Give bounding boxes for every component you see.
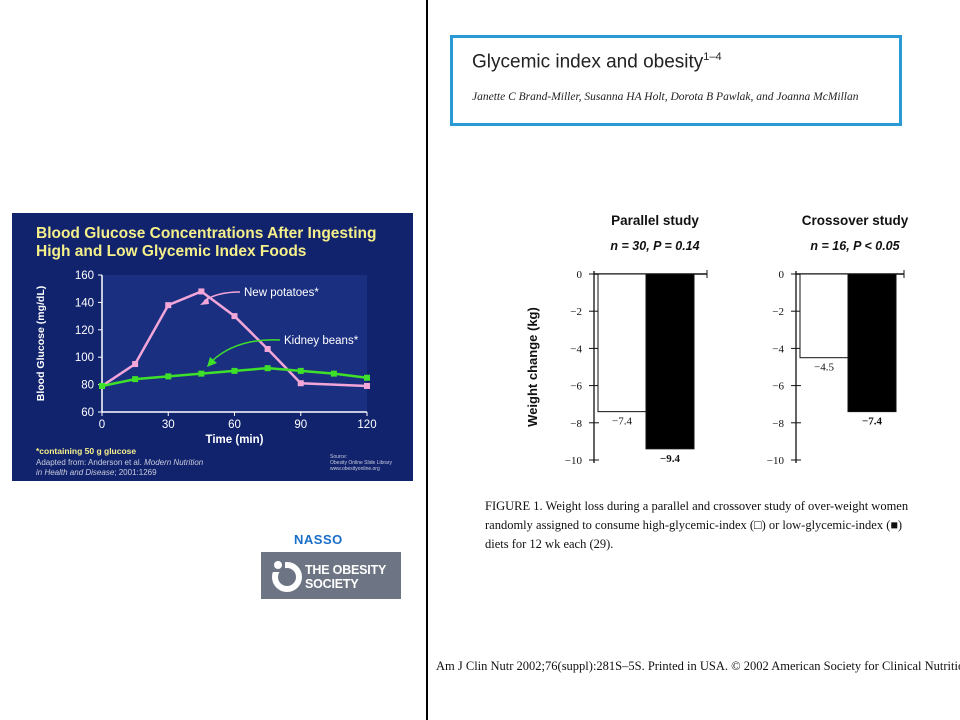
- obesity-society-mark-icon: [272, 560, 302, 592]
- x-tick-label: 0: [99, 419, 105, 431]
- data-point: [231, 313, 238, 320]
- series-line-new-potatoes: [101, 290, 368, 388]
- potatoes-arrowhead: [200, 297, 209, 305]
- data-point: [198, 370, 205, 377]
- glucose-line-chart: 60 80 100 120 140 160 0 30 60 90 120 Time (min) Bloo…: [35, 270, 377, 446]
- crossover-y-tick-label: 0: [779, 269, 785, 281]
- crossover-title: Crossover study: [802, 213, 909, 228]
- data-point: [198, 288, 205, 295]
- nasso-label: NASSO: [294, 532, 343, 547]
- crossover-y-tick-label: −8: [772, 418, 784, 430]
- data-point: [264, 345, 271, 352]
- data-point: [231, 367, 238, 374]
- data-point: [132, 361, 139, 368]
- figure-caption: FIGURE 1. Weight loss during a parallel …: [485, 499, 909, 551]
- beans-label-group: Kidney beans*: [207, 335, 359, 367]
- series-label-new-potatoes: New potatoes*: [244, 287, 319, 299]
- beans-arrowhead: [207, 357, 217, 367]
- crossover-value-label: −7.4: [862, 416, 883, 428]
- parallel-y-tick-label: −4: [570, 343, 582, 355]
- data-point: [132, 376, 139, 383]
- slide-adapted-line2: in Health and Disease; 2001:1269: [36, 468, 157, 477]
- parallel-y-tick-label: 0: [577, 269, 583, 281]
- crossover-bar-high-gi: [799, 273, 849, 359]
- y-tick-label: 60: [81, 407, 94, 419]
- y-tick-label: 140: [75, 297, 94, 309]
- data-point: [165, 373, 172, 380]
- y-tick-label: 160: [75, 270, 94, 282]
- x-tick-label: 30: [162, 419, 175, 431]
- y-axis-label: Blood Glucose (mg/dL): [35, 286, 47, 402]
- article-authors: Janette C Brand-Miller, Susanna HA Holt,…: [472, 91, 859, 103]
- potatoes-label-group: New potatoes*: [200, 287, 319, 305]
- article-header: Glycemic index and obesity1–4 Janette C …: [450, 35, 902, 126]
- series-label-kidney-beans: Kidney beans*: [284, 335, 359, 347]
- beans-arrow: [211, 339, 281, 362]
- journal-citation: Am J Clin Nutr 2002;76(suppl):281S–5S. P…: [436, 659, 960, 673]
- parallel-bar-high-gi: [597, 273, 647, 413]
- weight-change-bar-charts: Parallel study n = 30, P = 0.14 0 −2 −4 −6 −8 −…: [525, 213, 909, 467]
- crossover-y-tick-label: −4: [772, 343, 784, 355]
- crossover-subtitle: n = 16, P < 0.05: [810, 239, 900, 253]
- parallel-y-tick-label: −10: [565, 455, 583, 467]
- x-axis-label: Time (min): [206, 434, 264, 446]
- glucose-slide: Blood Glucose Concentrations After Inges…: [12, 213, 413, 481]
- x-tick-label: 60: [228, 419, 241, 431]
- data-point: [330, 370, 337, 377]
- data-point: [364, 374, 370, 381]
- y-tick-label: 120: [75, 325, 94, 337]
- crossover-y-tick-label: −6: [772, 381, 784, 393]
- slide-footnote: *containing 50 g glucose: [36, 446, 137, 456]
- parallel-y-tick-label: −2: [570, 306, 582, 318]
- obesity-society-logo: THE OBESITY SOCIETY: [261, 552, 401, 599]
- logo-line2: SOCIETY: [305, 577, 359, 591]
- slide-title-line2: High and Low Glycemic Index Foods: [36, 243, 307, 260]
- slide-adapted-line1: Adapted from: Anderson et al. Modern Nut…: [36, 458, 204, 467]
- y-tick-label: 100: [75, 352, 94, 364]
- y-tick-label: 80: [81, 380, 94, 392]
- slide-source: Source: Obesity Online Slide Library www.o…: [330, 454, 392, 472]
- parallel-title: Parallel study: [611, 213, 699, 228]
- crossover-y-tick-label: −2: [772, 306, 784, 318]
- data-point: [165, 302, 172, 309]
- article-title: Glycemic index and obesity1–4: [472, 51, 722, 73]
- parallel-bar-low-gi: [645, 273, 695, 450]
- crossover-value-label: −4.5: [814, 362, 834, 374]
- data-point: [364, 382, 370, 389]
- crossover-bar-low-gi: [847, 273, 897, 413]
- data-point: [99, 382, 105, 389]
- slide-title-line1: Blood Glucose Concentrations After Inges…: [36, 225, 377, 242]
- parallel-y-tick-label: −8: [570, 418, 582, 430]
- vertical-divider: [426, 0, 428, 720]
- crossover-y-tick-label: −10: [767, 455, 785, 467]
- y-axis-label: Weight change (kg): [525, 307, 540, 427]
- data-point: [264, 365, 271, 372]
- x-tick-label: 120: [357, 419, 376, 431]
- x-tick-label: 90: [294, 419, 307, 431]
- data-point: [297, 367, 304, 374]
- data-point: [297, 380, 304, 387]
- parallel-y-tick-label: −6: [570, 381, 582, 393]
- parallel-value-label: −9.4: [660, 453, 681, 465]
- logo-line1: THE OBESITY: [305, 563, 387, 577]
- parallel-subtitle: n = 30, P = 0.14: [610, 239, 699, 253]
- parallel-value-label: −7.4: [612, 416, 632, 428]
